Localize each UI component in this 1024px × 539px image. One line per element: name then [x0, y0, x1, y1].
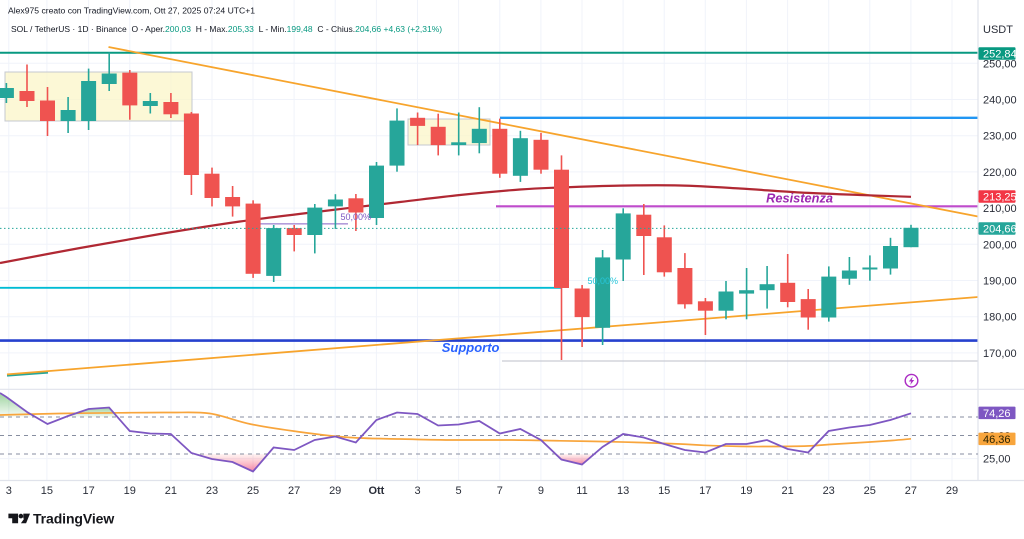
svg-text:11: 11: [576, 485, 587, 497]
svg-text:190,00: 190,00: [983, 276, 1017, 288]
svg-text:27: 27: [288, 485, 300, 497]
svg-text:230,00: 230,00: [983, 131, 1017, 143]
svg-text:Ott: Ott: [368, 485, 384, 497]
svg-text:210,00: 210,00: [983, 203, 1017, 215]
svg-text:25: 25: [864, 485, 876, 497]
svg-text:3: 3: [414, 485, 420, 497]
svg-text:5: 5: [456, 485, 462, 497]
svg-text:Alex975 creato con TradingView: Alex975 creato con TradingView.com, Ott …: [8, 6, 255, 16]
svg-text:17: 17: [82, 485, 94, 497]
svg-text:204,66: 204,66: [983, 223, 1017, 235]
svg-text:13: 13: [617, 485, 629, 497]
svg-text:25,00: 25,00: [983, 454, 1011, 466]
svg-text:19: 19: [740, 485, 752, 497]
svg-text:252,84: 252,84: [983, 49, 1017, 61]
svg-text:Supporto: Supporto: [442, 340, 500, 355]
svg-text:74,26: 74,26: [983, 408, 1011, 420]
svg-text:Resistenza: Resistenza: [766, 191, 833, 206]
svg-text:7: 7: [497, 485, 503, 497]
svg-text:23: 23: [823, 485, 835, 497]
svg-text:50,00%: 50,00%: [587, 276, 618, 286]
svg-text:21: 21: [165, 485, 177, 497]
svg-text:15: 15: [658, 485, 670, 497]
svg-text:17: 17: [699, 485, 711, 497]
svg-text:29: 29: [329, 485, 341, 497]
svg-text:23: 23: [206, 485, 218, 497]
svg-text:15: 15: [41, 485, 53, 497]
svg-text:21: 21: [781, 485, 793, 497]
svg-text:TradingView: TradingView: [33, 511, 114, 527]
svg-text:19: 19: [124, 485, 136, 497]
svg-text:250,00: 250,00: [983, 58, 1017, 70]
svg-text:SOL / TetherUS · 1D · Binance: SOL / TetherUS · 1D · Binance O - Aper.2…: [11, 24, 442, 34]
svg-text:200,00: 200,00: [983, 239, 1017, 251]
svg-text:9: 9: [538, 485, 544, 497]
svg-text:240,00: 240,00: [983, 95, 1017, 107]
svg-text:25: 25: [247, 485, 259, 497]
svg-text:3: 3: [6, 485, 12, 497]
svg-text:29: 29: [946, 485, 958, 497]
svg-text:180,00: 180,00: [983, 312, 1017, 324]
svg-text:46,36: 46,36: [983, 434, 1011, 446]
svg-text:220,00: 220,00: [983, 167, 1017, 179]
svg-text:213,25: 213,25: [983, 192, 1017, 204]
svg-text:USDT: USDT: [983, 24, 1013, 36]
svg-text:50,00%: 50,00%: [340, 212, 371, 222]
svg-text:170,00: 170,00: [983, 348, 1017, 360]
svg-text:27: 27: [905, 485, 917, 497]
